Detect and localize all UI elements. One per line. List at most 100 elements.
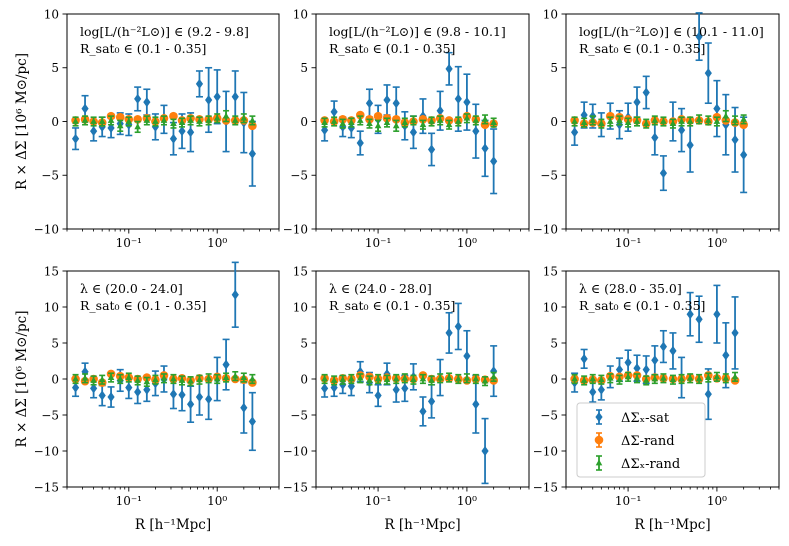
data-point [589, 116, 597, 123]
data-point [445, 373, 453, 380]
data-point [410, 116, 417, 123]
data-point [401, 383, 409, 394]
data-point [72, 375, 79, 382]
data-point [616, 376, 623, 383]
data-point [624, 357, 632, 368]
panel-annotation-radius: R_sat₀ ∈ (0.1 - 0.35] [579, 41, 705, 56]
series-rand [570, 111, 748, 130]
data-point [418, 115, 428, 124]
data-point [152, 117, 159, 124]
data-point [187, 377, 194, 384]
data-point [428, 376, 435, 383]
data-point [248, 121, 257, 131]
series-sat [321, 51, 498, 195]
data-point [374, 375, 382, 382]
data-point [713, 373, 721, 380]
data-point [428, 117, 435, 124]
series-sat [571, 12, 748, 194]
data-point [571, 375, 578, 382]
data-point [606, 117, 614, 124]
data-point [722, 350, 730, 361]
legend-entry-rand: ΔΣ-rand [594, 432, 675, 449]
data-point [178, 389, 186, 400]
data-point [705, 373, 712, 380]
data-point [419, 406, 427, 417]
data-point [677, 125, 686, 136]
data-point [624, 373, 632, 380]
data-point [347, 122, 355, 133]
data-point [480, 120, 490, 130]
data-point [356, 374, 364, 381]
y-tick-label: 10 [543, 7, 558, 21]
data-point [401, 374, 409, 381]
data-point [205, 394, 213, 405]
data-point [463, 97, 471, 108]
panel-annotation-radius: R_sat₀ ∈ (0.1 - 0.35] [80, 41, 206, 56]
data-point [330, 117, 338, 124]
data-point [633, 117, 641, 124]
data-point [160, 374, 168, 381]
y-tick-label: 0 [550, 372, 558, 386]
data-point [704, 68, 712, 79]
data-point [81, 116, 89, 123]
y-tick-label: −5 [540, 169, 558, 183]
data-point [454, 321, 462, 332]
data-point [125, 373, 133, 380]
data-point [739, 120, 748, 130]
data-point [472, 126, 480, 137]
panel-annotation-bin: log[L/(h⁻²L⊙)] ∈ (9.2 - 9.8] [80, 24, 249, 39]
legend-marker [595, 412, 603, 422]
data-point [213, 375, 221, 382]
data-point [598, 120, 605, 127]
series-rand [320, 110, 498, 130]
data-point [195, 78, 204, 89]
data-point [170, 375, 177, 382]
data-point [321, 375, 328, 382]
data-point [686, 374, 694, 381]
series-xrand [571, 109, 747, 129]
data-point [481, 115, 489, 122]
legend-label: ΔΣₓ-sat [621, 411, 670, 426]
panel-bottom-left: 10⁻¹ 10⁰ −15 −10 −5 0 5 10 15 λ ∈ (20.0 - 24.0] R_… [14, 261, 280, 533]
series-xrand [321, 371, 497, 387]
data-point [722, 374, 730, 381]
y-tick-label: 0 [300, 372, 308, 386]
data-point [107, 392, 115, 402]
data-point [436, 105, 444, 116]
data-point [571, 127, 579, 138]
legend-label: ΔΣₓ-rand [621, 457, 680, 472]
y-tick-label: −15 [283, 480, 308, 494]
data-point [392, 122, 400, 129]
data-point [366, 376, 373, 383]
data-point [616, 116, 623, 123]
data-point [160, 116, 168, 123]
x-tick-label: 10⁰ [207, 236, 227, 250]
y-tick-label: −10 [283, 222, 308, 236]
data-point [481, 446, 489, 456]
data-point [454, 93, 462, 104]
data-point [490, 156, 498, 167]
data-point [231, 91, 239, 102]
data-point [365, 98, 374, 109]
data-point [125, 117, 133, 124]
data-point [695, 375, 703, 382]
data-point [178, 118, 186, 125]
y-tick-label: −15 [34, 480, 59, 494]
data-point [481, 143, 489, 154]
data-point [615, 364, 624, 375]
data-point [419, 121, 427, 128]
data-point [731, 373, 739, 380]
series-sat [71, 261, 256, 452]
x-tick-label: 10⁻¹ [365, 494, 391, 508]
data-point [348, 375, 355, 382]
data-point [72, 117, 79, 124]
data-point [445, 63, 453, 74]
data-point [169, 389, 178, 400]
data-point [651, 132, 659, 143]
panel-annotation-bin: log[L/(h⁻²L⊙)] ∈ (9.8 - 10.1] [329, 24, 506, 39]
data-point [392, 375, 400, 382]
data-point [642, 87, 650, 98]
y-tick-label: −5 [540, 408, 558, 422]
y-tick-label: 10 [44, 7, 59, 21]
data-point [445, 121, 453, 128]
